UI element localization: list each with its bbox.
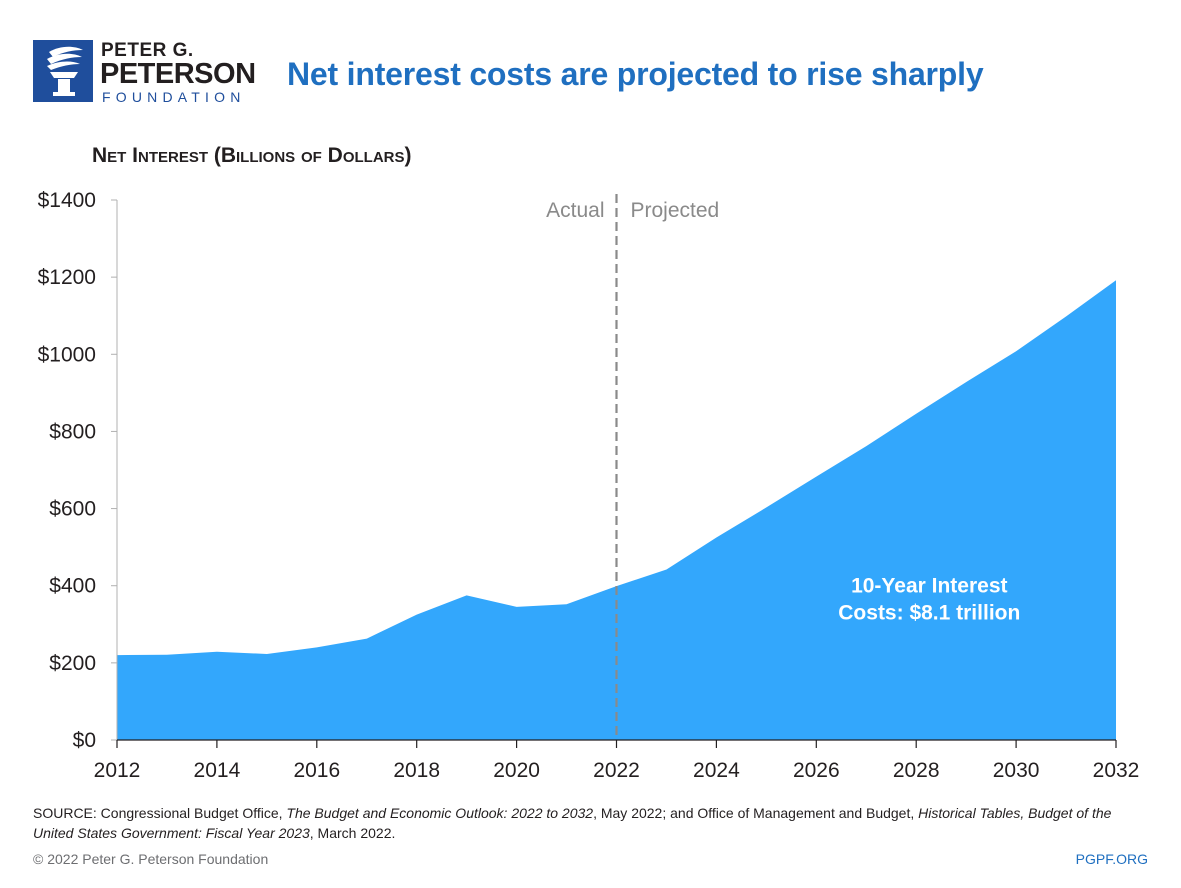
axis-layer: $0 $200 $400 $600 $800 $1000 $1200 $1400 2012 201… [38, 189, 1140, 782]
x-tick-label: 2020 [493, 759, 540, 782]
source-prefix: SOURCE: Congressional Budget Office, [33, 805, 287, 821]
y-tick-label: $1200 [38, 266, 96, 289]
logo-line-1: PETER G. [101, 40, 194, 61]
source-suffix: , March 2022. [309, 825, 396, 841]
source-note: SOURCE: Congressional Budget Office, The… [33, 803, 1143, 843]
headline: Net interest costs are projected to rise… [287, 56, 984, 92]
y-tick-label: $800 [49, 420, 96, 443]
site-link[interactable]: PGPF.ORG [1075, 851, 1148, 867]
divider-layer: Actual Projected [546, 194, 719, 740]
net-interest-area [117, 280, 1116, 740]
y-tick-label: $400 [49, 575, 96, 598]
y-tick-label: $1000 [38, 343, 96, 366]
actual-label: Actual [546, 199, 604, 222]
x-tick-label: 2028 [893, 759, 940, 782]
annotation-line: Costs: $8.1 trillion [838, 602, 1020, 625]
x-tick-label: 2032 [1093, 759, 1140, 782]
source-title-1: The Budget and Economic Outlook: 2022 to… [286, 805, 594, 821]
x-tick-label: 2030 [993, 759, 1040, 782]
label-layer: 10-Year Interest Costs: $8.1 trillion [838, 575, 1020, 625]
x-tick-label: 2022 [593, 759, 640, 782]
y-tick-label: $0 [73, 729, 96, 752]
area-layer [117, 280, 1116, 740]
annotation-line: 10-Year Interest [851, 575, 1007, 598]
brand-logo: PETER G. PETERSON FOUNDATION [33, 38, 263, 104]
projected-label: Projected [631, 199, 720, 222]
x-tick-label: 2018 [393, 759, 440, 782]
x-tick-label: 2012 [94, 759, 141, 782]
net-interest-chart: Actual Projected $0$200$400$600$800$1000$… [38, 189, 1140, 782]
chart-title: Net Interest (Billions of Dollars) [92, 144, 412, 167]
torch-icon [47, 46, 83, 96]
y-tick-label: $1400 [38, 189, 96, 212]
x-tick-label: 2014 [194, 759, 241, 782]
logo-box [33, 40, 93, 102]
source-middle: , May 2022; and Office of Management and… [593, 805, 919, 821]
y-tick-label: $600 [49, 498, 96, 521]
logo-line-2: PETERSON [100, 58, 256, 90]
copyright: © 2022 Peter G. Peterson Foundation [33, 851, 269, 867]
x-tick-label: 2026 [793, 759, 840, 782]
x-tick-label: 2016 [293, 759, 340, 782]
source-title-2: Historical Tables, Budget of the United … [33, 805, 1112, 841]
y-tick-label: $200 [49, 652, 96, 675]
x-tick-label: 2024 [693, 759, 740, 782]
logo-line-3: FOUNDATION [102, 89, 246, 105]
